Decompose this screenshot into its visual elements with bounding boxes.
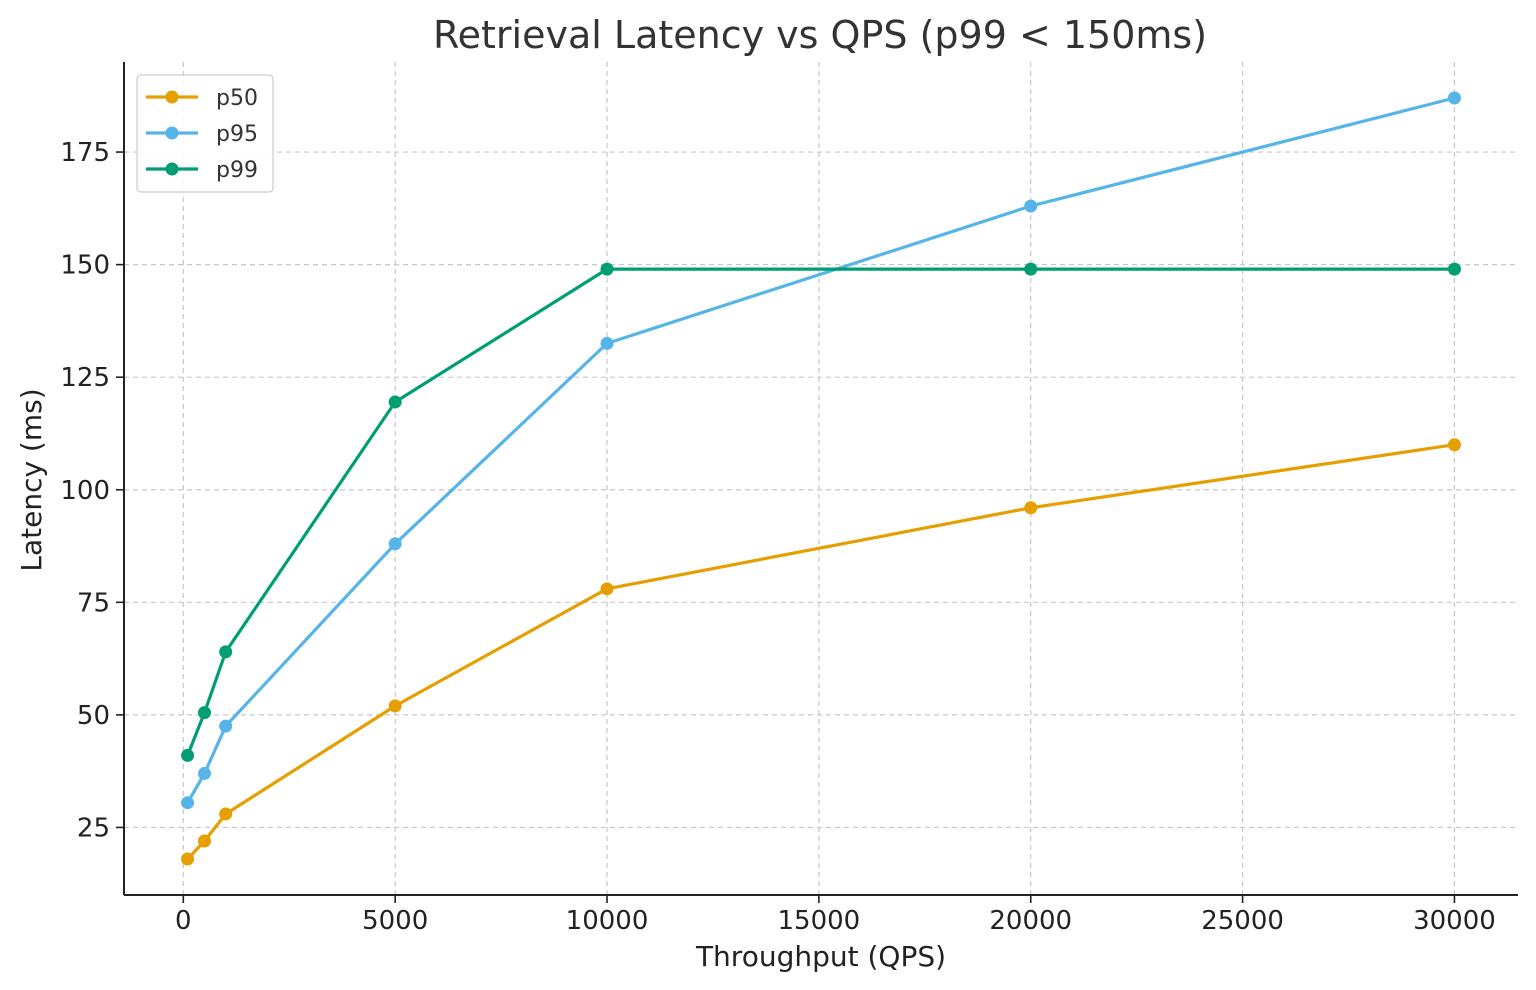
y-tick-label: 150 [60, 251, 110, 281]
y-tick-label: 100 [60, 476, 110, 506]
data-point-p95 [219, 719, 233, 733]
y-tick-label: 50 [77, 701, 110, 731]
data-point-p50 [600, 582, 614, 596]
x-tick-label: 15000 [778, 906, 861, 936]
series-line-p99 [186, 267, 1455, 756]
data-point-p99 [1024, 262, 1038, 276]
data-point-p50 [219, 807, 233, 821]
data-point-p99 [1447, 262, 1461, 276]
legend-swatch-marker [165, 126, 179, 140]
x-tick-label: 5000 [362, 906, 428, 936]
x-axis-label: Throughput (QPS) [695, 940, 946, 973]
grid [124, 62, 1518, 895]
legend-item-p95: p95 [146, 122, 258, 147]
data-point-p95 [600, 336, 614, 350]
series-p95 [181, 91, 1461, 810]
x-tick-label: 20000 [989, 906, 1072, 936]
legend-label: p95 [216, 122, 258, 147]
data-point-p95 [1024, 199, 1038, 213]
y-tick-label: 25 [77, 813, 110, 843]
x-tick-label: 30000 [1413, 906, 1496, 936]
legend-swatch-marker [165, 90, 179, 104]
legend-label: p50 [216, 86, 258, 111]
data-point-p99 [388, 395, 402, 409]
data-point-p99 [600, 262, 614, 276]
legend-item-p50: p50 [146, 86, 258, 111]
legend: p50 p95 p99 [136, 74, 274, 193]
series-p99 [181, 262, 1461, 762]
y-axis-label: Latency (ms) [15, 388, 48, 571]
data-point-p95 [198, 766, 212, 780]
data-point-p99 [198, 706, 212, 720]
data-point-p95 [181, 796, 195, 810]
x-tick-label: 25000 [1201, 906, 1284, 936]
axes [123, 62, 1518, 896]
data-point-p50 [181, 852, 195, 866]
legend-item-p99: p99 [146, 158, 258, 183]
data-point-p50 [388, 699, 402, 713]
data-point-p95 [388, 537, 402, 551]
series-line-p50 [186, 443, 1455, 861]
series-line-p95 [186, 96, 1455, 804]
legend-swatch-marker [165, 162, 179, 176]
chart-title: Retrieval Latency vs QPS (p99 < 150ms) [433, 13, 1207, 57]
y-ticks: 25 50 75 100 125 150 175 [60, 138, 124, 843]
data-point-p50 [1024, 501, 1038, 515]
y-tick-label: 125 [60, 363, 110, 393]
data-point-p50 [1447, 438, 1461, 452]
data-point-p95 [1447, 91, 1461, 105]
data-point-p99 [219, 645, 233, 659]
series-group [181, 91, 1461, 866]
legend-label: p99 [216, 158, 258, 183]
series-p50 [181, 438, 1461, 866]
x-ticks: 0 5000 10000 15000 20000 25000 30000 [175, 895, 1496, 936]
x-tick-label: 10000 [566, 906, 649, 936]
data-point-p50 [198, 834, 212, 848]
y-tick-label: 175 [60, 138, 110, 168]
data-point-p99 [181, 748, 195, 762]
y-tick-label: 75 [77, 588, 110, 618]
x-tick-label: 0 [175, 906, 192, 936]
